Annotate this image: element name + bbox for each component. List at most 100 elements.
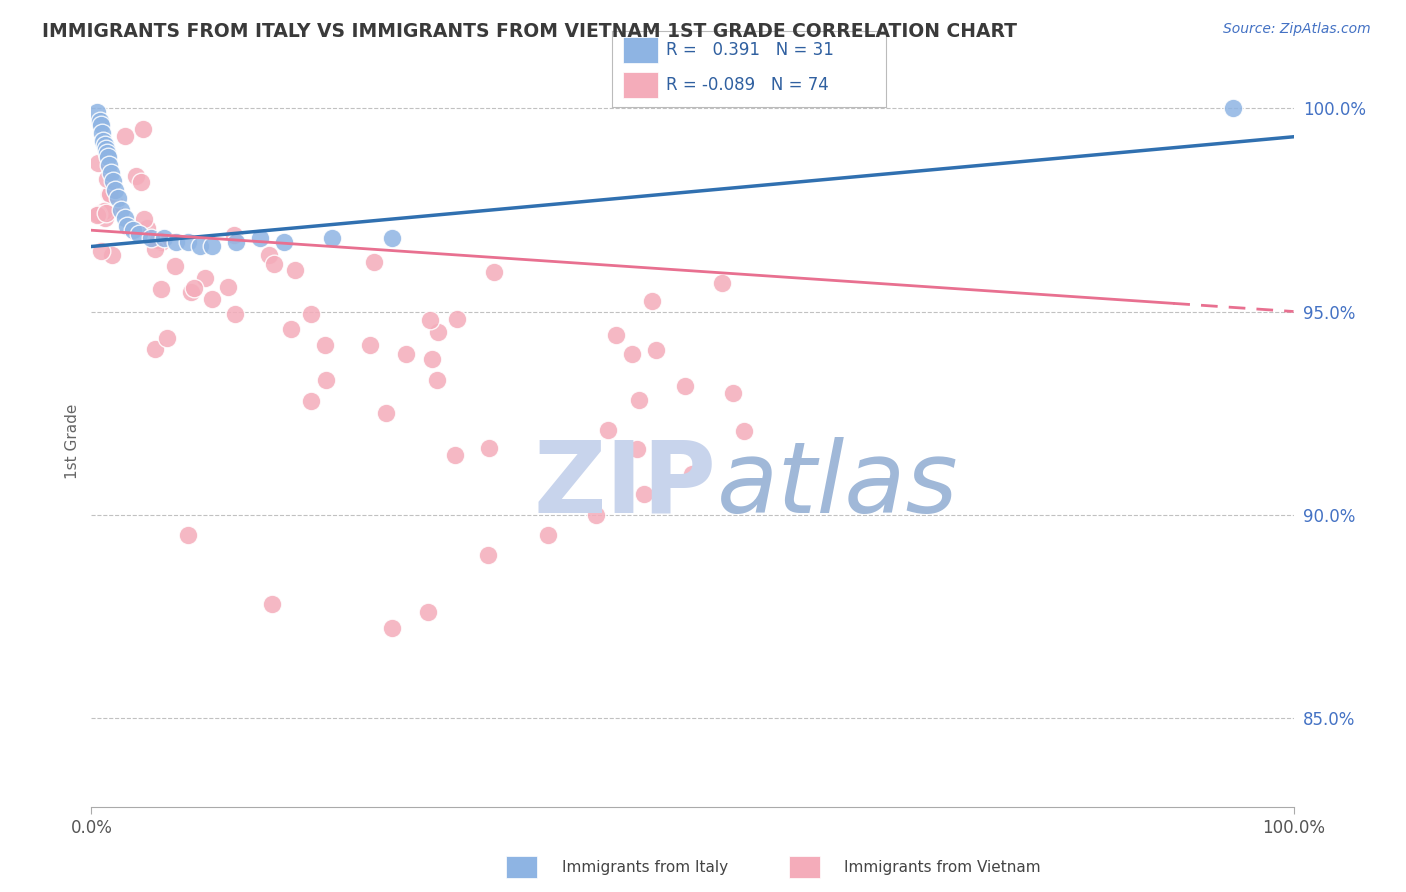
Point (117, 219, 139, 234)
Point (183, 281, 205, 295)
Text: atlas: atlas (717, 437, 957, 534)
Point (135, 221, 157, 235)
Point (114, 211, 136, 225)
Point (101, 174, 124, 188)
Point (114, 129, 136, 144)
Point (723, 385, 745, 400)
Point (91, 126, 114, 140)
Point (86, 206, 108, 220)
Point (98, 158, 121, 172)
Point (263, 257, 285, 271)
Point (98, 187, 121, 202)
Point (420, 352, 443, 367)
Bar (623, 72, 658, 98)
Point (96, 206, 118, 220)
Y-axis label: 1st Grade: 1st Grade (65, 404, 80, 479)
Point (165, 235, 187, 250)
Point (97, 150, 120, 164)
Text: Immigrants from Italy: Immigrants from Italy (562, 860, 728, 874)
Point (100, 191, 122, 205)
Point (273, 235, 295, 250)
Point (375, 406, 398, 420)
Point (132, 212, 155, 227)
Point (201, 239, 224, 253)
Point (200, 293, 222, 307)
Point (363, 254, 385, 268)
Point (681, 467, 703, 481)
Point (90, 118, 112, 132)
Point (249, 231, 271, 245)
Point (110, 202, 132, 217)
Point (596, 423, 619, 437)
Point (143, 242, 166, 256)
Point (94, 142, 117, 156)
Point (301, 307, 323, 321)
Point (93, 137, 115, 152)
Point (90, 244, 112, 258)
Point (626, 442, 648, 456)
Point (129, 175, 152, 189)
Point (101, 198, 124, 212)
Point (124, 169, 146, 184)
Point (585, 508, 607, 522)
Point (1222, 101, 1244, 115)
Point (94, 211, 117, 225)
Point (86, 208, 108, 222)
Point (217, 280, 239, 294)
Point (141, 231, 163, 245)
Point (315, 374, 337, 388)
Point (605, 328, 627, 343)
Point (641, 294, 664, 309)
Point (443, 448, 465, 462)
Point (633, 487, 655, 501)
Point (98, 187, 121, 202)
Point (176, 235, 198, 250)
Point (426, 325, 449, 339)
Point (280, 322, 302, 336)
Point (194, 271, 217, 285)
Point (359, 337, 381, 351)
Point (122, 223, 145, 237)
Point (104, 196, 127, 211)
Point (711, 276, 734, 290)
Point (104, 183, 127, 197)
Point (733, 425, 755, 439)
Point (163, 260, 186, 274)
Point (645, 343, 668, 357)
Text: R = -0.089   N = 74: R = -0.089 N = 74 (666, 76, 830, 94)
Point (128, 227, 150, 242)
Text: R =   0.391   N = 31: R = 0.391 N = 31 (666, 41, 834, 59)
Point (224, 307, 246, 321)
Point (156, 331, 179, 345)
Point (188, 239, 211, 253)
Point (299, 394, 322, 409)
Point (150, 235, 173, 250)
Text: Immigrants from Vietnam: Immigrants from Vietnam (844, 860, 1040, 874)
Text: Source: ZipAtlas.com: Source: ZipAtlas.com (1223, 22, 1371, 37)
Point (148, 233, 170, 247)
Point (143, 342, 166, 356)
Point (482, 265, 505, 279)
Point (381, 622, 404, 636)
Point (132, 121, 155, 136)
Point (101, 248, 124, 262)
Point (107, 191, 129, 205)
Point (426, 373, 449, 387)
Point (314, 337, 336, 351)
Point (321, 231, 343, 245)
Bar (623, 37, 658, 63)
Point (537, 528, 560, 542)
Point (621, 347, 644, 361)
Point (93, 204, 115, 219)
Point (86, 105, 108, 120)
Point (419, 313, 441, 327)
Point (152, 231, 174, 245)
Point (260, 597, 283, 611)
Point (89, 113, 111, 128)
Point (416, 605, 439, 619)
Point (87, 155, 110, 169)
Text: IMMIGRANTS FROM ITALY VS IMMIGRANTS FROM VIETNAM 1ST GRADE CORRELATION CHART: IMMIGRANTS FROM ITALY VS IMMIGRANTS FROM… (42, 22, 1017, 41)
Point (477, 441, 499, 455)
Point (225, 235, 247, 250)
Text: ZIP: ZIP (534, 437, 717, 534)
